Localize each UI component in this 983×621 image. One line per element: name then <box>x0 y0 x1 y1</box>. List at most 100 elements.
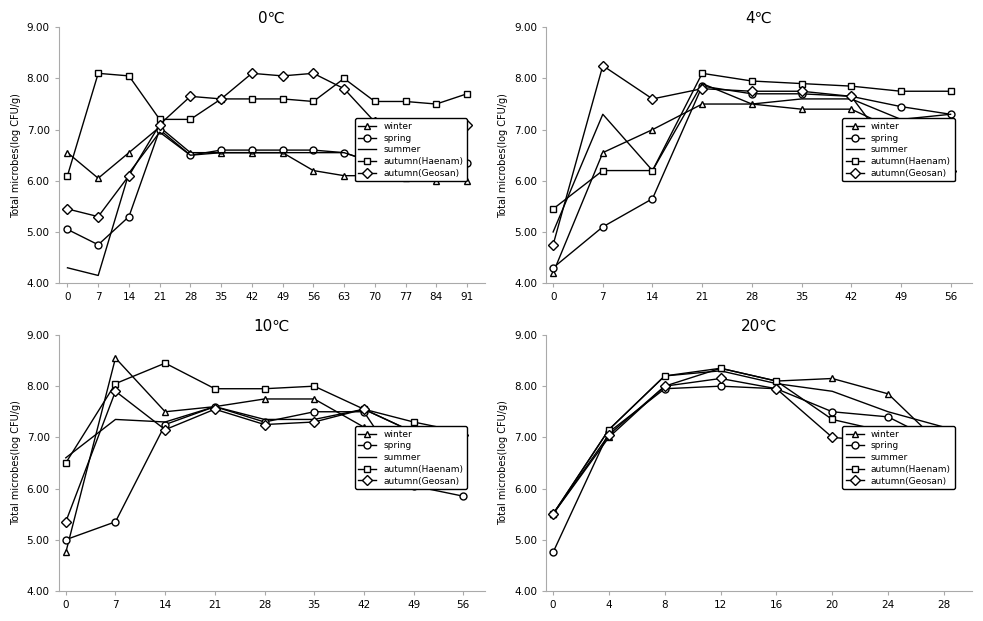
Line: autumn(Geosan): autumn(Geosan) <box>62 388 467 525</box>
summer <box>246 149 258 156</box>
summer <box>715 367 726 374</box>
winter <box>457 433 469 441</box>
spring <box>276 147 288 154</box>
spring <box>259 419 270 426</box>
autumn(Geosan) <box>369 118 380 125</box>
autumn(Geosan) <box>548 241 559 248</box>
autumn(Haenam) <box>746 77 758 84</box>
spring <box>123 213 135 220</box>
autumn(Haenam) <box>123 72 135 79</box>
autumn(Geosan) <box>827 433 838 441</box>
spring <box>185 152 197 159</box>
autumn(Geosan) <box>400 120 412 128</box>
summer <box>60 454 72 461</box>
autumn(Geosan) <box>746 88 758 95</box>
spring <box>882 413 894 420</box>
Line: summer: summer <box>553 371 944 514</box>
summer <box>548 229 559 236</box>
summer <box>338 149 350 156</box>
autumn(Haenam) <box>209 385 221 392</box>
autumn(Geosan) <box>246 70 258 77</box>
summer <box>92 272 104 279</box>
summer <box>109 415 121 423</box>
Line: spring: spring <box>549 83 954 271</box>
autumn(Haenam) <box>597 167 608 175</box>
autumn(Geosan) <box>309 419 320 426</box>
winter <box>431 177 442 184</box>
summer <box>309 415 320 423</box>
winter <box>358 424 370 431</box>
winter <box>696 101 708 108</box>
winter <box>308 167 319 175</box>
summer <box>771 380 782 388</box>
Y-axis label: Total microbes(log CFU/g): Total microbes(log CFU/g) <box>498 93 508 217</box>
summer <box>259 415 270 423</box>
winter <box>408 428 420 436</box>
Line: summer: summer <box>68 132 467 276</box>
spring <box>696 83 708 90</box>
autumn(Haenam) <box>431 101 442 108</box>
summer <box>895 116 906 123</box>
spring <box>715 383 726 390</box>
autumn(Haenam) <box>109 380 121 388</box>
spring <box>159 421 171 428</box>
spring <box>827 408 838 415</box>
autumn(Haenam) <box>92 70 104 77</box>
autumn(Haenam) <box>771 378 782 385</box>
winter <box>882 390 894 397</box>
winter <box>895 129 906 136</box>
Line: winter: winter <box>549 365 948 517</box>
Line: autumn(Haenam): autumn(Haenam) <box>549 365 948 517</box>
summer <box>457 431 469 438</box>
spring <box>109 518 121 525</box>
autumn(Haenam) <box>548 205 559 212</box>
summer <box>845 95 857 102</box>
autumn(Geosan) <box>795 88 807 95</box>
autumn(Haenam) <box>309 383 320 390</box>
autumn(Geosan) <box>945 167 956 175</box>
spring <box>358 408 370 415</box>
winter <box>338 172 350 179</box>
summer <box>597 111 608 118</box>
autumn(Geosan) <box>92 213 104 220</box>
autumn(Haenam) <box>945 88 956 95</box>
Title: 10℃: 10℃ <box>254 319 290 334</box>
autumn(Haenam) <box>795 80 807 88</box>
Y-axis label: Total microbes(log CFU/g): Total microbes(log CFU/g) <box>498 401 508 525</box>
spring <box>548 264 559 271</box>
spring <box>647 195 659 202</box>
summer <box>276 149 288 156</box>
spring <box>153 126 165 134</box>
Line: autumn(Geosan): autumn(Geosan) <box>549 62 954 248</box>
autumn(Geosan) <box>62 205 74 212</box>
autumn(Haenam) <box>215 95 227 102</box>
spring <box>659 385 670 392</box>
autumn(Geosan) <box>153 120 165 128</box>
winter <box>461 177 473 184</box>
spring <box>246 147 258 154</box>
spring <box>457 492 469 500</box>
summer <box>659 372 670 379</box>
spring <box>215 147 227 154</box>
winter <box>548 510 559 518</box>
summer <box>185 152 197 159</box>
autumn(Geosan) <box>185 93 197 100</box>
autumn(Geosan) <box>938 451 950 459</box>
winter <box>92 175 104 182</box>
summer <box>369 159 380 166</box>
summer <box>62 264 74 271</box>
winter <box>153 124 165 131</box>
autumn(Haenam) <box>338 75 350 82</box>
autumn(Geosan) <box>358 406 370 413</box>
spring <box>369 159 380 166</box>
autumn(Haenam) <box>159 360 171 367</box>
spring <box>431 159 442 166</box>
autumn(Haenam) <box>276 95 288 102</box>
autumn(Geosan) <box>308 70 319 77</box>
autumn(Haenam) <box>938 449 950 456</box>
summer <box>938 424 950 431</box>
autumn(Geosan) <box>109 388 121 395</box>
Legend: winter, spring, summer, autumn(Haenam), autumn(Geosan): winter, spring, summer, autumn(Haenam), … <box>355 426 467 489</box>
winter <box>246 149 258 156</box>
winter <box>938 444 950 451</box>
